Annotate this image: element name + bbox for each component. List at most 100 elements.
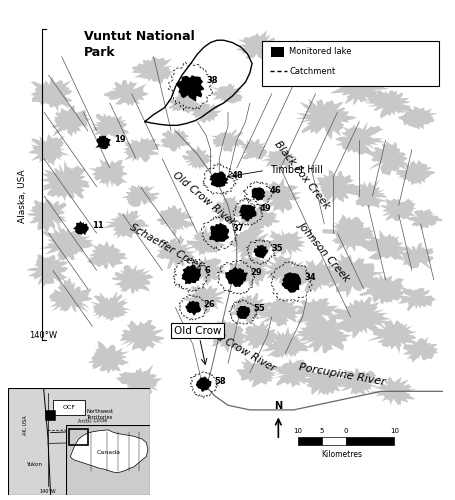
Text: 55: 55 (253, 304, 265, 314)
Polygon shape (267, 40, 325, 76)
Polygon shape (195, 376, 211, 392)
Text: Old Crow River: Old Crow River (205, 326, 277, 373)
Polygon shape (70, 430, 147, 472)
Polygon shape (235, 30, 278, 62)
Text: Kilometres: Kilometres (320, 450, 361, 460)
Polygon shape (329, 70, 388, 105)
Polygon shape (293, 258, 336, 292)
Polygon shape (260, 255, 307, 290)
Polygon shape (89, 291, 131, 321)
Text: Black Fox Creek: Black Fox Creek (272, 139, 331, 211)
Text: Old Crow: Old Crow (173, 326, 221, 336)
Text: 38: 38 (207, 76, 218, 86)
Polygon shape (168, 91, 201, 114)
Bar (45, 410, 55, 420)
Polygon shape (204, 319, 248, 354)
Polygon shape (398, 242, 433, 270)
Polygon shape (182, 146, 212, 170)
Polygon shape (181, 264, 201, 284)
Text: 49: 49 (259, 204, 271, 213)
Polygon shape (49, 278, 92, 313)
Polygon shape (237, 138, 268, 160)
Polygon shape (238, 204, 256, 222)
Bar (270, 47, 283, 58)
Bar (321, 438, 345, 445)
Polygon shape (402, 336, 438, 362)
Polygon shape (210, 196, 246, 224)
Polygon shape (210, 84, 243, 103)
Text: 11: 11 (91, 221, 103, 230)
Polygon shape (26, 200, 68, 232)
Text: 46: 46 (268, 186, 280, 195)
Bar (298, 438, 321, 445)
Polygon shape (393, 160, 435, 185)
Polygon shape (253, 245, 268, 258)
Polygon shape (186, 226, 224, 256)
Polygon shape (210, 129, 243, 152)
Polygon shape (183, 282, 225, 314)
Polygon shape (408, 208, 441, 231)
Text: 10: 10 (293, 428, 302, 434)
Polygon shape (314, 253, 384, 298)
Polygon shape (156, 234, 198, 269)
Bar (53, 400, 84, 415)
Polygon shape (104, 80, 148, 106)
Bar (369, 438, 394, 445)
Polygon shape (175, 75, 204, 102)
Text: 37: 37 (232, 224, 243, 233)
Polygon shape (51, 106, 90, 136)
Polygon shape (258, 177, 301, 214)
Polygon shape (95, 136, 111, 149)
Bar (69, 429, 88, 444)
Text: 48: 48 (231, 172, 242, 180)
Text: Yukon: Yukon (25, 462, 41, 468)
Text: AK, USA: AK, USA (23, 415, 28, 435)
Text: 0: 0 (343, 428, 348, 434)
Polygon shape (397, 106, 437, 130)
Polygon shape (102, 209, 151, 238)
Polygon shape (209, 223, 229, 242)
Polygon shape (226, 223, 272, 258)
Polygon shape (40, 160, 89, 201)
Text: 140°W: 140°W (39, 488, 56, 494)
Polygon shape (123, 138, 160, 162)
Polygon shape (156, 205, 194, 236)
Polygon shape (334, 122, 384, 156)
Polygon shape (30, 76, 72, 112)
Polygon shape (187, 102, 222, 123)
Text: 35: 35 (271, 244, 283, 253)
Text: Northwest
Territories: Northwest Territories (86, 409, 113, 420)
Text: 5: 5 (319, 428, 324, 434)
Polygon shape (302, 52, 353, 88)
Polygon shape (111, 264, 153, 294)
Polygon shape (116, 364, 162, 396)
Polygon shape (120, 320, 164, 352)
Polygon shape (261, 148, 296, 171)
Polygon shape (229, 292, 273, 322)
Text: Monitored lake: Monitored lake (288, 48, 351, 56)
Text: Schaeffer Creek: Schaeffer Creek (128, 222, 205, 272)
Text: 19: 19 (113, 135, 125, 144)
Polygon shape (87, 240, 128, 270)
Polygon shape (160, 128, 190, 152)
Polygon shape (228, 254, 269, 289)
Polygon shape (349, 180, 389, 208)
Text: Johnson Creek: Johnson Creek (296, 220, 351, 284)
Text: Alaska, USA: Alaska, USA (18, 169, 27, 223)
Text: Old Crow River: Old Crow River (171, 170, 236, 227)
Text: 26: 26 (203, 300, 215, 309)
Polygon shape (239, 206, 281, 235)
Polygon shape (188, 256, 226, 286)
Polygon shape (236, 320, 277, 350)
Polygon shape (322, 214, 376, 252)
Polygon shape (274, 358, 316, 388)
Polygon shape (380, 198, 416, 221)
Text: Vuntut National
Park: Vuntut National Park (83, 30, 194, 60)
Text: Arctic Circle: Arctic Circle (78, 418, 107, 424)
Text: N: N (273, 402, 282, 411)
Polygon shape (73, 221, 89, 236)
Text: 58: 58 (214, 376, 226, 386)
Polygon shape (236, 358, 278, 387)
Polygon shape (87, 340, 129, 374)
FancyBboxPatch shape (261, 41, 439, 86)
